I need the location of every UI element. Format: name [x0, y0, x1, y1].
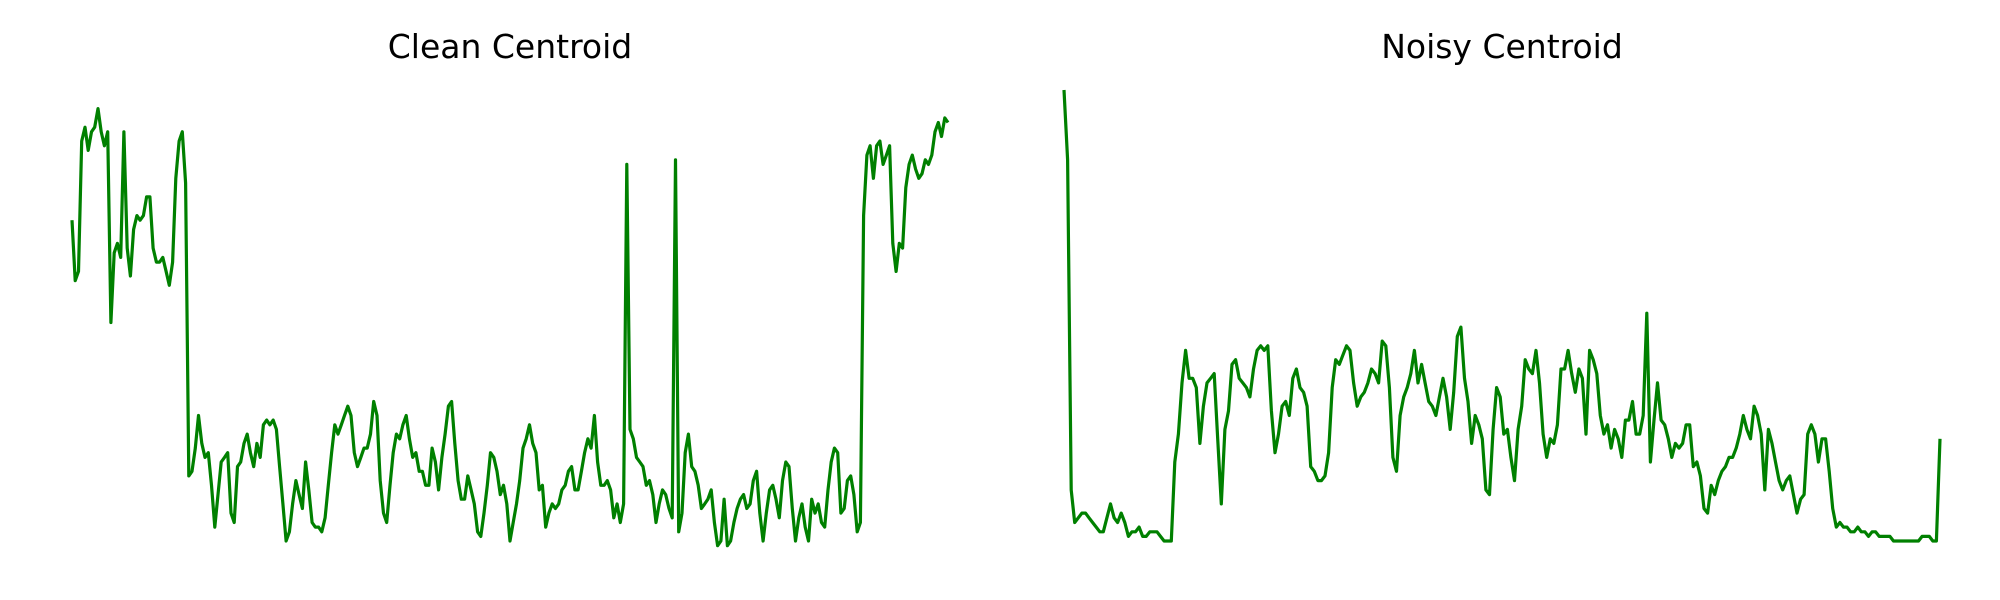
series-line [1062, 89, 1942, 543]
plot-noisy-centroid [1062, 89, 1942, 543]
chart-title-clean: Clean Centroid [388, 27, 633, 66]
series-line [70, 106, 950, 548]
chart-title-noisy: Noisy Centroid [1381, 27, 1623, 66]
plot-clean-centroid [70, 106, 950, 548]
